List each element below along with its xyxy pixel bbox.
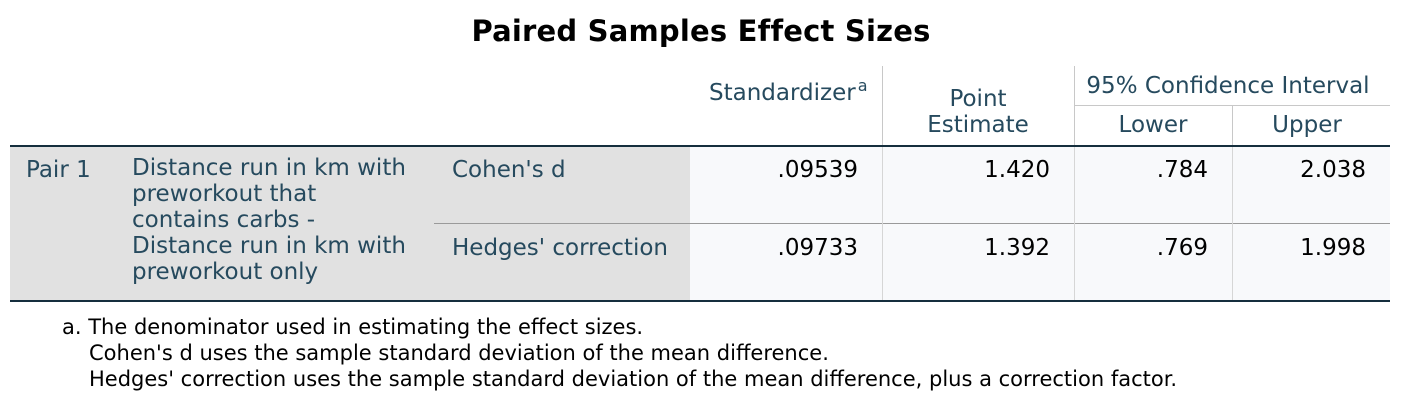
hedges-standardizer: .09733	[777, 235, 858, 261]
header-lower: Lower	[1118, 112, 1188, 138]
body-divider-2	[1074, 147, 1075, 300]
header-divider-2	[1074, 66, 1075, 146]
pair-description-line-4: Distance run in km with	[132, 233, 406, 259]
measure-hedges-correction: Hedges' correction	[452, 235, 668, 261]
row-separator	[434, 223, 1390, 224]
header-upper: Upper	[1272, 112, 1342, 138]
body-divider-1	[882, 147, 883, 300]
header-point-estimate-line2: Estimate	[927, 112, 1029, 138]
header-standardizer-footnote-mark: a	[857, 76, 868, 95]
table-title: Paired Samples Effect Sizes	[471, 14, 931, 48]
pair-description-line-2: preworkout that	[132, 181, 317, 207]
pair-description-line-5: preworkout only	[132, 259, 319, 285]
cohens-d-upper: 2.038	[1300, 157, 1366, 183]
header-standardizer-label: Standardizer	[709, 80, 856, 106]
cohens-d-lower: .784	[1156, 157, 1208, 183]
pair-description-line-3: contains carbs -	[132, 207, 316, 233]
pair-description-line-1: Distance run in km with	[132, 155, 406, 181]
footnote-3: Hedges' correction uses the sample stand…	[89, 367, 1178, 391]
hedges-point-estimate: 1.392	[984, 235, 1050, 261]
header-standardizer: Standardizer a	[709, 73, 868, 106]
cohens-d-standardizer: .09539	[777, 157, 858, 183]
header-divider-1	[882, 66, 883, 146]
footnote-1: a. The denominator used in estimating th…	[62, 315, 644, 339]
table-bottom-rule	[10, 300, 1390, 302]
footnote-2: Cohen's d uses the sample standard devia…	[89, 341, 829, 365]
header-bottom-rule	[10, 145, 1390, 147]
header-divider-3	[1232, 106, 1233, 146]
cohens-d-point-estimate: 1.420	[984, 157, 1050, 183]
hedges-lower: .769	[1156, 235, 1208, 261]
pair-label: Pair 1	[26, 157, 91, 183]
header-point-estimate-line1: Point	[949, 86, 1007, 112]
body-divider-3	[1232, 147, 1233, 300]
header-confidence-interval: 95% Confidence Interval	[1086, 73, 1370, 99]
measure-cohens-d: Cohen's d	[452, 157, 566, 183]
hedges-upper: 1.998	[1300, 235, 1366, 261]
ci-underline	[1074, 105, 1390, 106]
